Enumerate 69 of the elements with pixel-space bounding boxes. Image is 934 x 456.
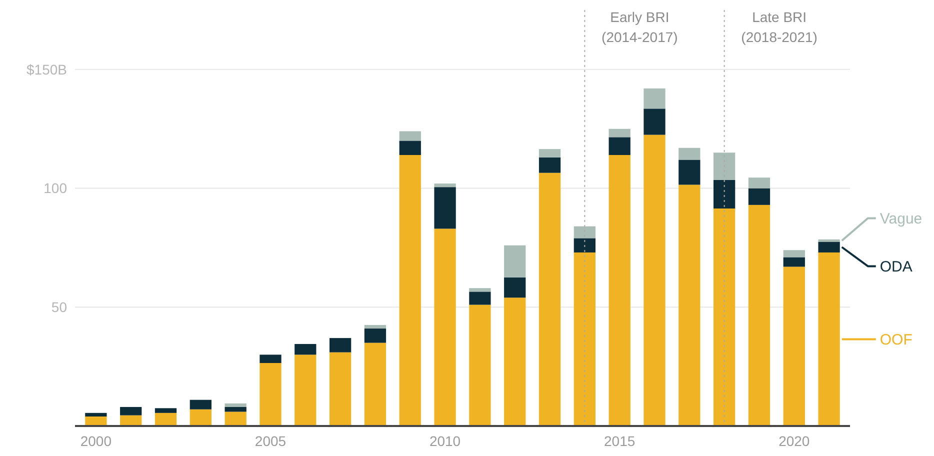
bar (504, 298, 526, 426)
bar (399, 155, 421, 426)
y-tick-label: 50 (51, 299, 68, 316)
bar (714, 152, 736, 180)
bar (748, 204, 770, 426)
ref-line-label: Early BRI (2014-2017) (602, 9, 678, 45)
bar (574, 238, 596, 252)
bar (399, 140, 421, 156)
bar (85, 412, 107, 416)
bar (294, 354, 316, 426)
bar (608, 128, 630, 138)
bar (294, 344, 316, 355)
bar (504, 245, 526, 278)
x-tick-label: 2005 (254, 433, 286, 449)
y-tick-label: $150B (26, 61, 67, 78)
x-tick-label: 2015 (604, 433, 636, 449)
bar (154, 408, 177, 413)
bar (434, 187, 456, 229)
bar (644, 88, 666, 109)
bar (504, 277, 526, 298)
bar (748, 188, 770, 205)
bar (608, 155, 630, 426)
x-tick-label: 2000 (80, 433, 112, 449)
x-tick-label: 2020 (778, 433, 810, 449)
bar (434, 184, 456, 188)
legend-label: OOF (880, 331, 912, 348)
bar (748, 178, 770, 188)
bar (678, 184, 700, 426)
bar (120, 406, 142, 416)
bar (469, 292, 491, 305)
bar (364, 324, 386, 329)
legend-label: Vague (880, 210, 922, 228)
bar (818, 252, 840, 426)
bar (364, 342, 386, 426)
bar (714, 208, 736, 426)
bar (644, 108, 666, 135)
bar (538, 149, 561, 158)
bar (538, 172, 561, 426)
bar (154, 412, 177, 426)
bar (469, 288, 491, 292)
bar (224, 403, 246, 407)
bar (644, 134, 666, 426)
bar (85, 416, 107, 426)
bar (260, 354, 282, 364)
bar (783, 266, 805, 426)
bar (399, 131, 421, 141)
legend-label: ODA (880, 258, 912, 276)
bar (224, 406, 246, 412)
bar (608, 137, 630, 156)
ref-line-label: Late BRI (2018-2021) (741, 9, 818, 45)
bar (574, 226, 596, 238)
bar (678, 160, 700, 185)
bar (783, 250, 805, 258)
bar (574, 252, 596, 426)
bar (190, 400, 212, 410)
bar (329, 338, 352, 352)
y-tick-label: 100 (44, 180, 68, 196)
x-tick-label: 2010 (429, 433, 461, 449)
bar (469, 304, 491, 426)
bar (364, 328, 386, 343)
bar (260, 363, 282, 426)
bar (538, 157, 561, 173)
bar (714, 180, 736, 208)
bar (190, 409, 212, 426)
bar (678, 148, 700, 160)
bar (224, 412, 246, 426)
bar (329, 352, 352, 426)
bar (783, 257, 805, 267)
bar (434, 228, 456, 426)
